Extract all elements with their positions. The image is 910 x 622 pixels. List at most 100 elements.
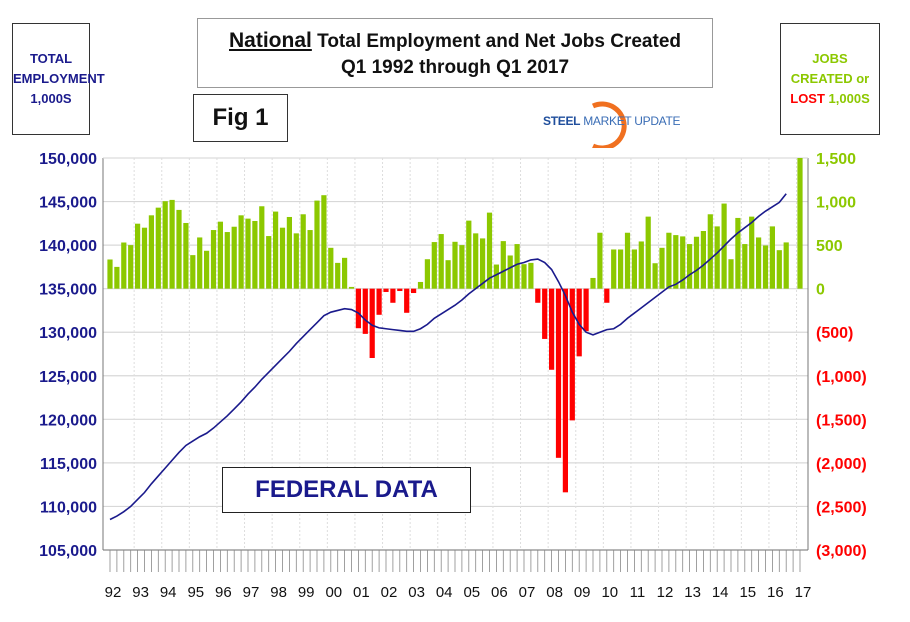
- left-box-line2: EMPLOYMENT: [13, 71, 105, 86]
- left-axis-tick-label: 115,000: [40, 456, 97, 473]
- jobs-bar: [217, 221, 223, 289]
- jobs-bar: [321, 195, 327, 289]
- x-axis-tick-label: 95: [187, 584, 204, 601]
- jobs-bar: [687, 244, 693, 289]
- jobs-bar: [259, 206, 265, 289]
- x-axis-tick-label: 09: [574, 584, 591, 601]
- x-axis-tick-label: 11: [630, 584, 646, 601]
- jobs-bar: [604, 288, 610, 303]
- jobs-bar: [673, 235, 679, 289]
- jobs-bar: [473, 233, 479, 289]
- jobs-bar: [693, 236, 700, 289]
- jobs-bar: [652, 263, 658, 289]
- jobs-bar: [286, 216, 292, 289]
- left-axis-tick-label: 140,000: [39, 238, 97, 255]
- jobs-bar: [252, 220, 258, 289]
- jobs-bar: [528, 262, 534, 289]
- right-axis-tick-label: 500: [816, 238, 843, 255]
- x-axis-tick-label: 00: [325, 584, 342, 601]
- x-axis-tick-label: 08: [546, 584, 563, 601]
- right-axis-tick-label: (3,000): [816, 543, 867, 560]
- jobs-bar: [210, 230, 217, 289]
- jobs-bar: [355, 288, 361, 329]
- jobs-bar: [335, 262, 341, 289]
- jobs-bar: [107, 259, 113, 289]
- x-axis-tick-label: 04: [436, 584, 453, 601]
- jobs-bar: [376, 288, 382, 315]
- total-employment-line: [109, 193, 787, 521]
- jobs-bar: [535, 288, 541, 303]
- jobs-bar: [231, 226, 237, 289]
- left-box-line3: 1,000S: [30, 91, 72, 106]
- jobs-bar: [362, 288, 368, 334]
- jobs-bar: [659, 247, 665, 289]
- jobs-bar: [390, 288, 396, 303]
- jobs-bar: [328, 247, 334, 289]
- jobs-bar: [183, 222, 189, 289]
- right-axis-tick-label: (1,000): [816, 369, 867, 386]
- x-axis-tick-label: 13: [684, 584, 701, 601]
- jobs-bar: [631, 249, 637, 289]
- jobs-bar: [486, 212, 493, 289]
- chart-subtitle: Q1 1992 through Q1 2017: [340, 57, 570, 78]
- jobs-bar: [176, 209, 182, 289]
- jobs-bar: [549, 288, 555, 370]
- jobs-bar: [404, 288, 410, 313]
- jobs-bar: [597, 232, 603, 289]
- x-axis-tick-label: 06: [491, 584, 508, 601]
- jobs-bar: [300, 214, 306, 289]
- right-axis-tick-label: 0: [816, 282, 825, 299]
- jobs-bar: [452, 241, 458, 289]
- jobs-bar: [618, 249, 624, 289]
- jobs-bar: [273, 211, 279, 289]
- jobs-bar: [169, 199, 175, 289]
- jobs-bar: [569, 288, 575, 421]
- jobs-bar: [342, 257, 348, 289]
- jobs-bar: [383, 288, 389, 292]
- jobs-bar: [680, 236, 686, 289]
- x-axis-tick-label: 02: [381, 584, 398, 601]
- x-axis-tick-label: 12: [657, 584, 674, 601]
- jobs-bar: [728, 259, 734, 289]
- jobs-bar: [438, 234, 444, 289]
- jobs-bar: [238, 215, 244, 289]
- jobs-bar: [521, 264, 527, 289]
- x-axis-tick-label: 92: [105, 584, 122, 601]
- right-box-lost: LOST: [790, 91, 825, 106]
- left-axis-tick-label: 135,000: [39, 282, 97, 299]
- right-axis-tick-label: (1,500): [816, 412, 867, 429]
- right-box-line3: LOST 1,000S: [781, 89, 879, 109]
- jobs-bar: [190, 255, 196, 289]
- x-axis-tick-label: 15: [739, 584, 756, 601]
- jobs-bar: [266, 236, 272, 289]
- jobs-bar: [197, 237, 203, 289]
- jobs-bar: [135, 223, 141, 289]
- jobs-bar: [204, 250, 210, 289]
- right-box-units: 1,000S: [824, 91, 870, 106]
- x-axis-tick-label: 99: [298, 584, 315, 601]
- title-rest: Total Employment and Net Jobs Created: [311, 31, 681, 52]
- jobs-bar: [624, 232, 631, 289]
- x-axis-tick-label: 07: [519, 584, 536, 601]
- jobs-bar: [141, 227, 148, 289]
- left-axis-tick-label: 130,000: [39, 325, 97, 342]
- right-axis-tick-label: (500): [816, 325, 853, 342]
- federal-data-annotation: FEDERAL DATA: [222, 467, 471, 513]
- jobs-bar: [645, 216, 651, 289]
- jobs-bar: [459, 245, 465, 289]
- jobs-bar: [583, 288, 589, 332]
- jobs-bar: [500, 241, 506, 289]
- jobs-bar: [348, 286, 355, 289]
- jobs-bar: [666, 232, 672, 289]
- jobs-bar: [128, 245, 134, 289]
- left-axis-tick-label: 150,000: [39, 151, 97, 168]
- jobs-bar: [507, 255, 513, 289]
- jobs-bar: [742, 244, 748, 289]
- jobs-bar: [611, 249, 617, 289]
- left-axis-tick-label: 110,000: [40, 499, 97, 516]
- jobs-bar: [797, 158, 803, 289]
- left-box-line1: TOTAL: [29, 51, 73, 66]
- jobs-bar: [590, 277, 596, 289]
- logo-swoosh-icon: [591, 101, 627, 148]
